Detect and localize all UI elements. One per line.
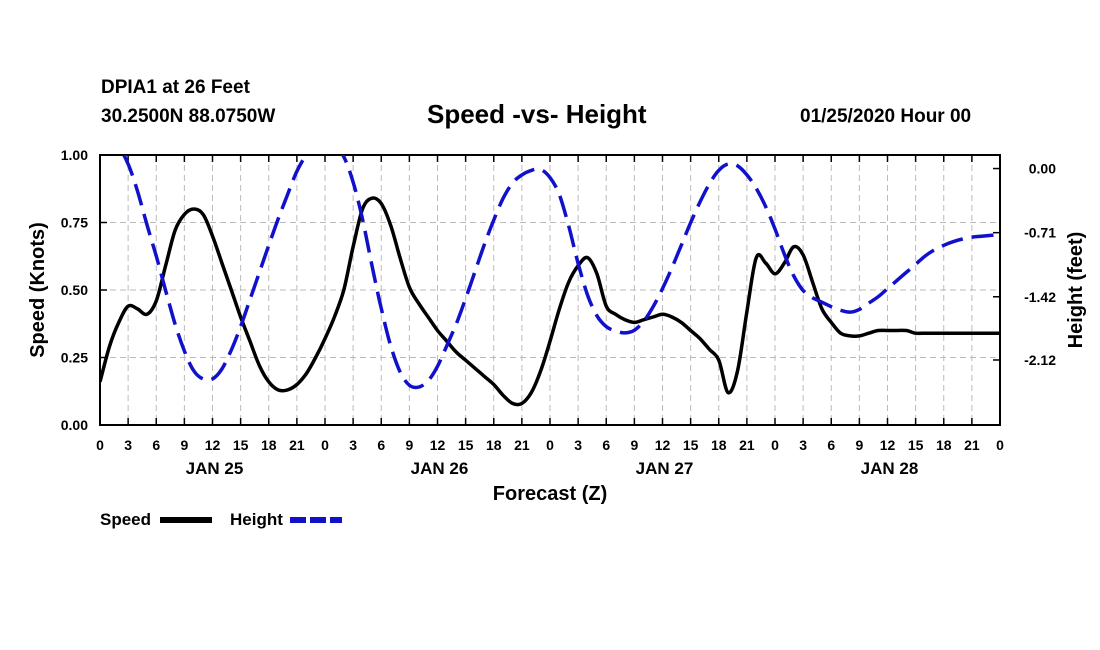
x-tick-label: 9 <box>180 437 188 453</box>
x-tick-label: 12 <box>205 437 221 453</box>
x-tick-label: 12 <box>880 437 896 453</box>
y-tick-label-left: 0.25 <box>61 350 88 366</box>
x-tick-label: 18 <box>711 437 727 453</box>
x-tick-label: 9 <box>405 437 413 453</box>
day-label: JAN 28 <box>861 459 919 478</box>
y-tick-label-right: -1.42 <box>1024 289 1056 305</box>
coordinates-label: 30.2500N 88.0750W <box>101 106 276 127</box>
x-tick-label: 0 <box>96 437 104 453</box>
x-tick-label: 15 <box>233 437 249 453</box>
x-tick-label: 9 <box>855 437 863 453</box>
y-axis-title-left: Speed (Knots) <box>27 222 49 358</box>
x-tick-label: 21 <box>964 437 980 453</box>
chart-title: Speed -vs- Height <box>427 99 647 129</box>
y-tick-label-right: -2.12 <box>1024 352 1056 368</box>
day-label: JAN 26 <box>411 459 469 478</box>
y-tick-label-right: 0.00 <box>1029 161 1056 177</box>
x-tick-label: 3 <box>124 437 132 453</box>
x-tick-label: 3 <box>349 437 357 453</box>
x-tick-label: 15 <box>908 437 924 453</box>
y-tick-label-left: 0.50 <box>61 282 88 298</box>
x-tick-label: 21 <box>289 437 305 453</box>
x-axis-title: Forecast (Z) <box>493 483 607 505</box>
x-tick-label: 15 <box>458 437 474 453</box>
x-tick-label: 15 <box>683 437 699 453</box>
legend-label-height: Height <box>230 510 283 529</box>
x-tick-label: 3 <box>574 437 582 453</box>
x-tick-label: 6 <box>827 437 835 453</box>
x-tick-label: 21 <box>739 437 755 453</box>
x-tick-label: 6 <box>602 437 610 453</box>
x-tick-label: 3 <box>799 437 807 453</box>
x-tick-label: 0 <box>996 437 1004 453</box>
x-tick-label: 12 <box>430 437 446 453</box>
series-line-height <box>121 155 1000 390</box>
x-tick-label: 21 <box>514 437 530 453</box>
forecast-date-label: 01/25/2020 Hour 00 <box>800 106 972 127</box>
x-tick-label: 18 <box>486 437 502 453</box>
y-tick-label-left: 1.00 <box>61 147 88 163</box>
y-tick-label-left: 0.00 <box>61 417 88 433</box>
y-axis-title-right: Height (feet) <box>1065 232 1087 349</box>
day-label: JAN 25 <box>186 459 244 478</box>
x-tick-label: 0 <box>771 437 779 453</box>
x-tick-label: 18 <box>936 437 952 453</box>
y-tick-label-right: -0.71 <box>1024 225 1056 241</box>
x-tick-label: 0 <box>546 437 554 453</box>
y-tick-label-left: 0.75 <box>61 215 88 231</box>
x-tick-label: 18 <box>261 437 277 453</box>
x-tick-label: 6 <box>377 437 385 453</box>
x-tick-label: 12 <box>655 437 671 453</box>
day-label: JAN 27 <box>636 459 694 478</box>
x-tick-label: 9 <box>630 437 638 453</box>
x-tick-label: 6 <box>152 437 160 453</box>
series-line-speed <box>100 196 1000 407</box>
station-label: DPIA1 at 26 Feet <box>101 77 250 98</box>
legend-label-speed: Speed <box>100 510 151 529</box>
x-tick-label: 0 <box>321 437 329 453</box>
